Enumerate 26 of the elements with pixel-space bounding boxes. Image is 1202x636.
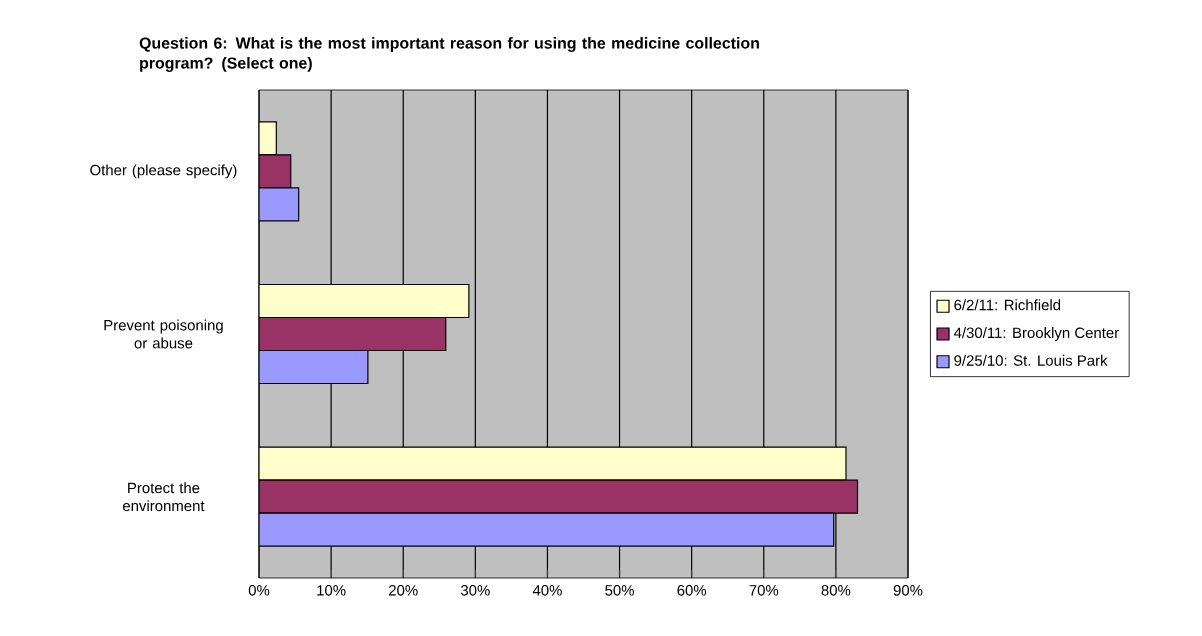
x-tick-label: 40%	[532, 585, 562, 596]
legend-label: 6/2/11: Richfield	[954, 299, 1061, 311]
x-tick-label: 50%	[605, 585, 634, 596]
x-tick-label: 10%	[317, 585, 346, 596]
x-tick-label: 30%	[460, 585, 490, 596]
legend-label: 4/30/11: Brooklyn Center	[953, 327, 1119, 342]
y-tick-label: Protect the environment	[122, 482, 205, 512]
bar	[259, 121, 277, 156]
y-tick-label: Prevent poisoning or abuse	[104, 319, 223, 349]
bar	[259, 479, 859, 514]
bar	[259, 187, 300, 222]
bar	[259, 512, 835, 547]
y-tick-label: Other (please specify)	[90, 164, 237, 179]
bar	[259, 283, 470, 319]
bar	[259, 349, 369, 385]
x-tick-label: 0%	[248, 585, 270, 596]
x-tick-label: 80%	[821, 585, 851, 596]
bar	[259, 316, 447, 352]
bar	[259, 154, 292, 189]
x-tick-label: 20%	[389, 585, 418, 596]
legend-label: 9/25/10: St. Louis Park	[954, 354, 1108, 366]
chart-title: Question 6: What is the most important reason for using the medicine collection program? (Select one)	[139, 37, 759, 72]
x-tick-label: 60%	[677, 585, 707, 596]
x-tick-label: 70%	[749, 585, 779, 596]
bar	[259, 446, 847, 481]
x-tick-label: 90%	[893, 585, 923, 596]
